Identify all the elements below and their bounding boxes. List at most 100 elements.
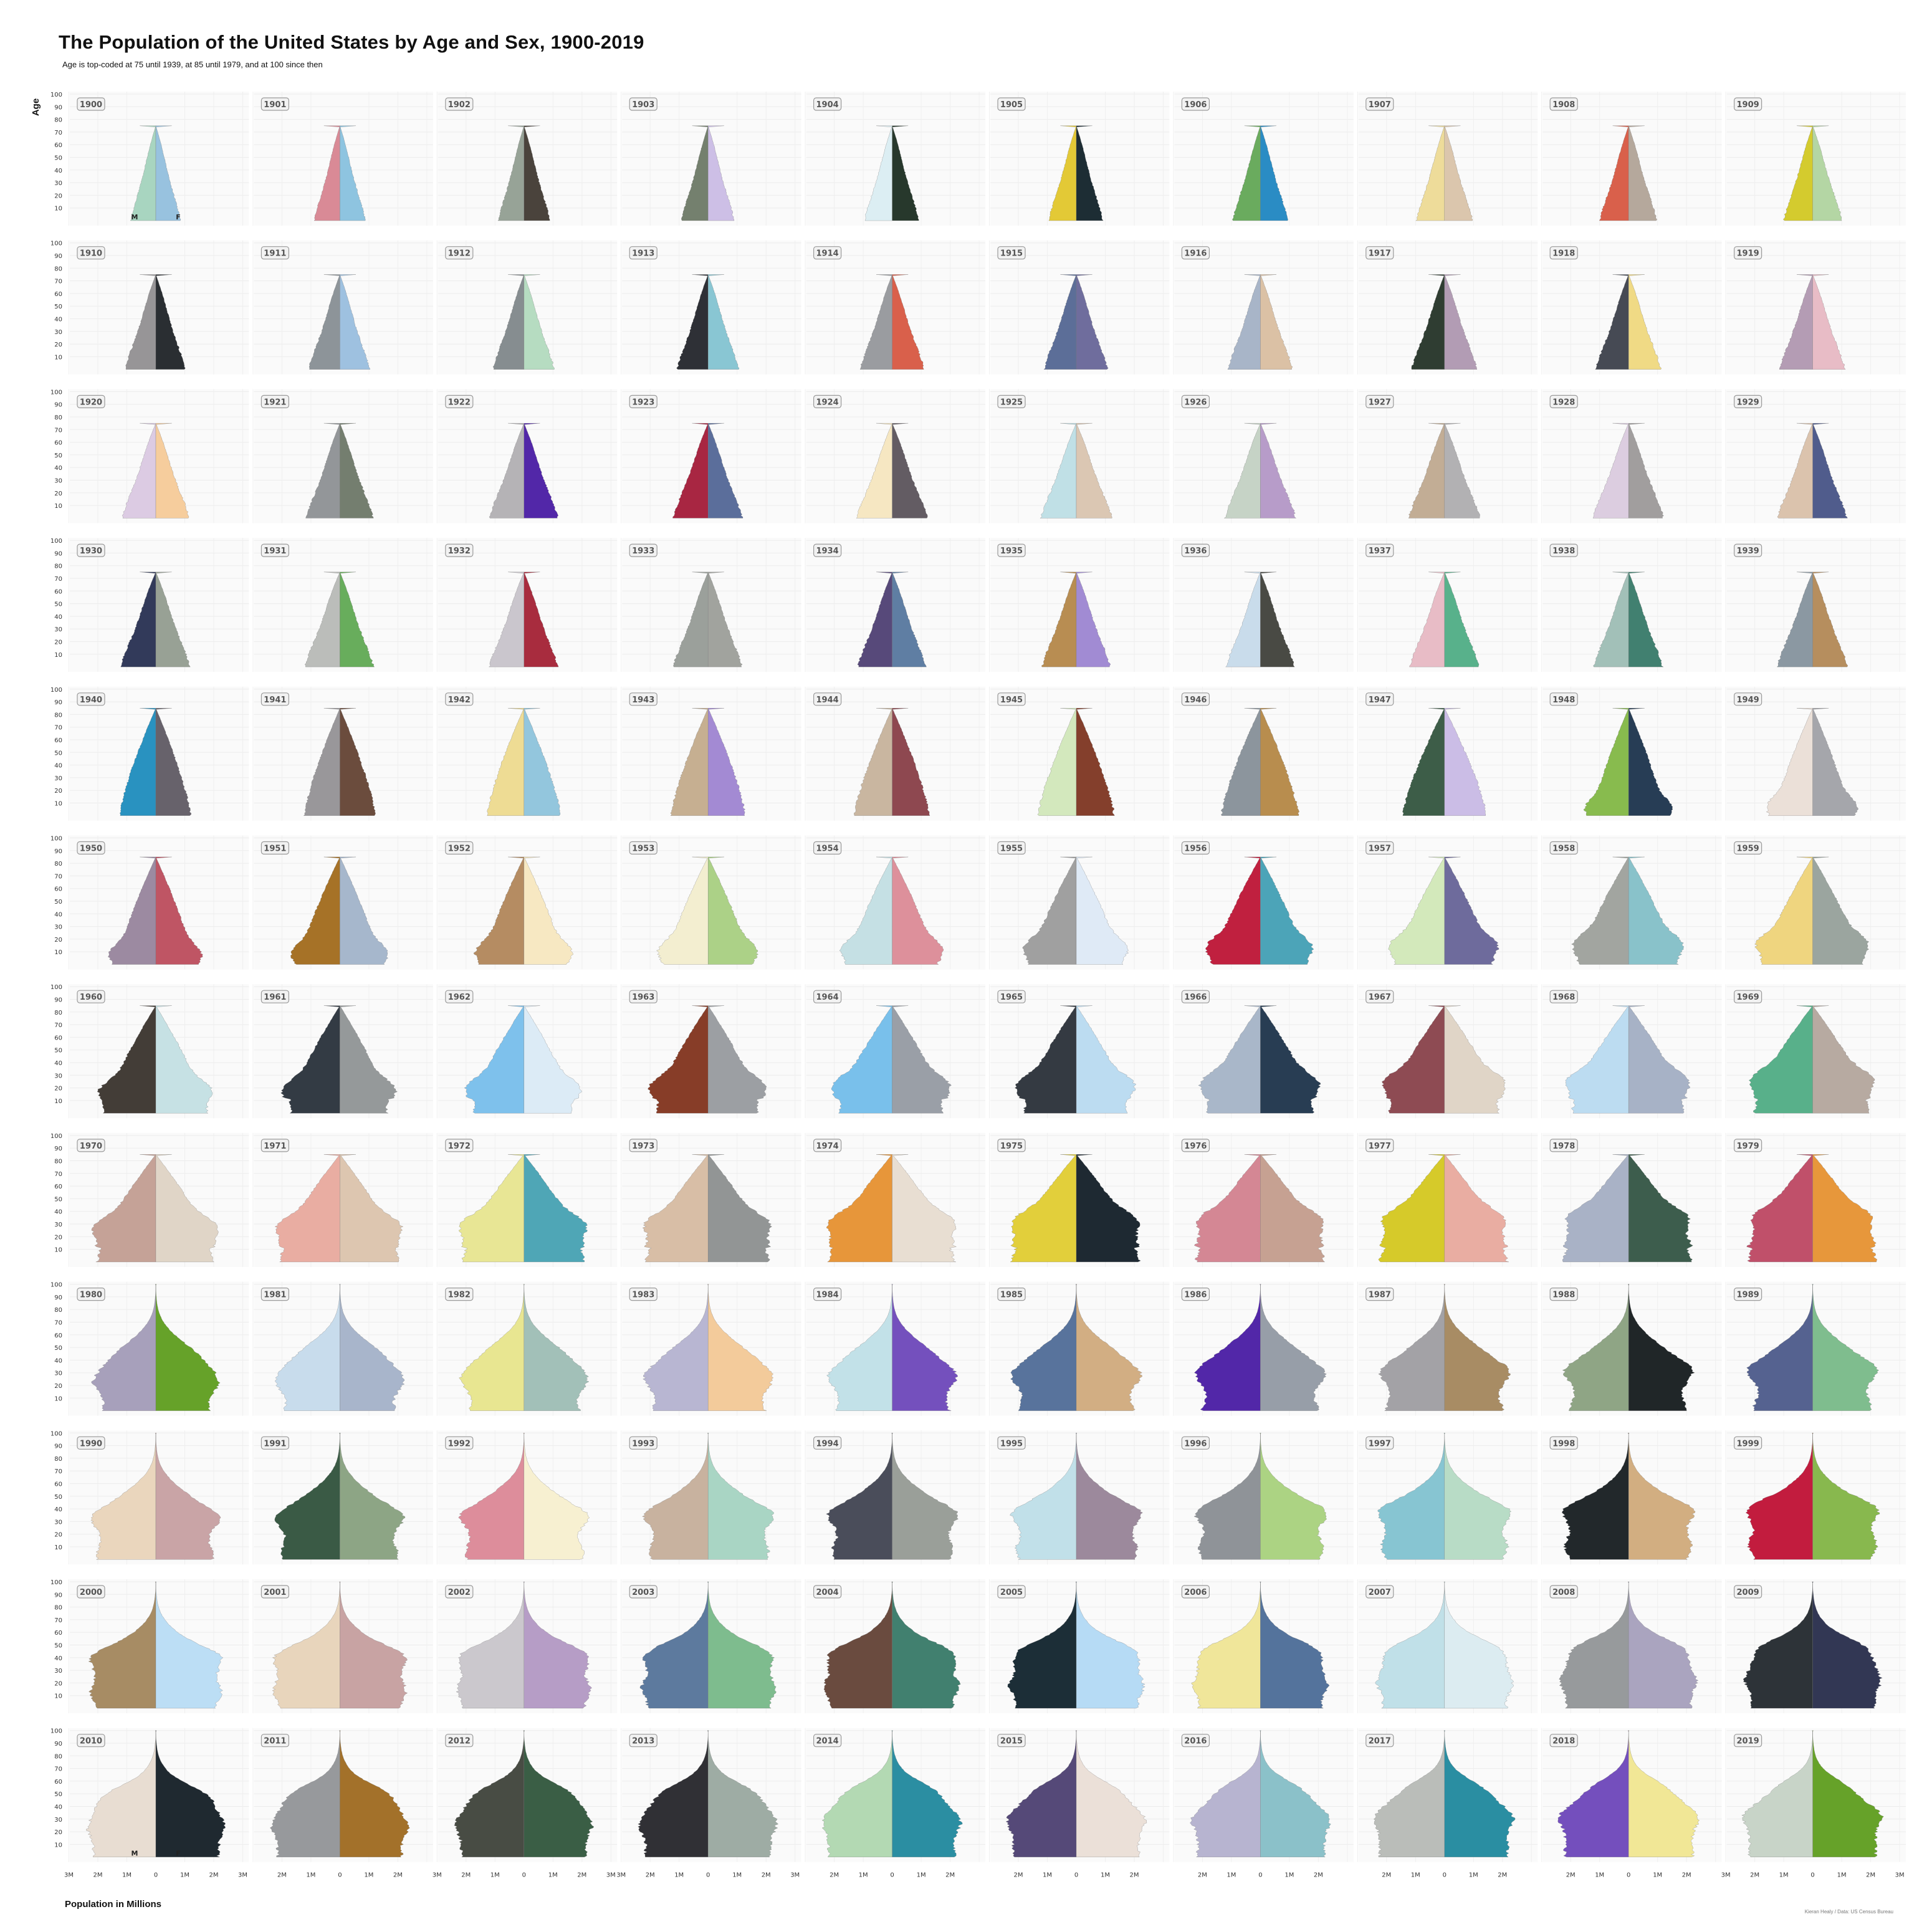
year-label-box xyxy=(1181,1139,1210,1152)
pyramid-female-1923 xyxy=(707,423,744,519)
year-label-box xyxy=(997,1139,1026,1152)
pyramid-female-1915 xyxy=(1076,274,1109,370)
year-label: 1934 xyxy=(816,547,839,556)
pyramid-female-1969 xyxy=(1812,1005,1875,1114)
year-label: 2009 xyxy=(1737,1588,1759,1597)
pyramid-male-1929 xyxy=(1777,423,1813,519)
x-tick-label: 2M xyxy=(1566,1872,1576,1879)
pyramid-male-2011 xyxy=(269,1730,340,1857)
pyramid-female-1994 xyxy=(892,1433,959,1560)
pyramid-female-1943 xyxy=(707,707,746,816)
x-tick-label: 2M xyxy=(209,1872,219,1879)
pyramid-female-1911 xyxy=(340,274,371,370)
x-tick-label: 1M xyxy=(917,1872,926,1879)
x-tick-label: 1M xyxy=(859,1872,868,1879)
year-label: 1983 xyxy=(632,1291,654,1300)
x-tick-label: 0 xyxy=(1258,1872,1262,1879)
pyramid-male-1923 xyxy=(672,423,709,519)
year-label: 1916 xyxy=(1184,249,1207,259)
pyramid-male-1915 xyxy=(1043,274,1077,370)
sex-label-male: M xyxy=(132,1850,138,1858)
y-tick-label: 30 xyxy=(54,1370,62,1377)
pyramid-female-1973 xyxy=(707,1154,772,1263)
pyramid-male-2016 xyxy=(1190,1730,1261,1857)
year-label-box xyxy=(1549,990,1578,1003)
pyramid-female-1952 xyxy=(524,856,574,965)
y-tick-label: 60 xyxy=(54,1035,62,1041)
year-label: 1949 xyxy=(1737,696,1759,705)
year-label-box xyxy=(77,97,105,111)
pyramid-female-1970 xyxy=(155,1154,219,1263)
x-tick-label: 2M xyxy=(277,1872,287,1879)
pyramid-male-1911 xyxy=(308,274,340,370)
y-tick-label: 10 xyxy=(54,354,62,361)
year-label-box xyxy=(1549,1288,1578,1301)
year-label-box xyxy=(261,990,289,1003)
year-label-box xyxy=(813,1585,842,1599)
year-label-box xyxy=(1734,990,1762,1003)
y-tick-label: 90 xyxy=(54,1592,62,1599)
year-label: 2019 xyxy=(1737,1737,1759,1746)
x-tick-label: 1M xyxy=(1284,1872,1294,1879)
year-label: 1973 xyxy=(632,1142,654,1151)
year-label: 1954 xyxy=(816,844,839,854)
year-label-box xyxy=(77,692,105,706)
pyramid-female-1979 xyxy=(1812,1154,1878,1263)
y-tick-label: 50 xyxy=(54,750,62,757)
y-tick-label: 100 xyxy=(50,92,62,98)
x-tick-label: 0 xyxy=(154,1872,158,1879)
pyramid-male-1957 xyxy=(1388,856,1445,965)
y-tick-label: 40 xyxy=(54,1506,62,1513)
x-tick-label: 0 xyxy=(1627,1872,1630,1879)
pyramid-male-1907 xyxy=(1415,125,1445,221)
year-label-box xyxy=(1181,543,1210,557)
pyramid-male-2002 xyxy=(456,1581,525,1709)
year-label-box xyxy=(997,841,1026,855)
x-tick-label: 1M xyxy=(1469,1872,1478,1879)
pyramid-male-1947 xyxy=(1402,707,1445,816)
year-label: 1953 xyxy=(632,844,654,854)
pyramid-male-1958 xyxy=(1571,856,1629,965)
pyramid-female-1912 xyxy=(524,274,555,370)
x-tick-label: 1M xyxy=(1653,1872,1662,1879)
pyramid-female-2004 xyxy=(892,1581,961,1709)
sex-label-male: M xyxy=(132,213,138,221)
year-label: 2006 xyxy=(1184,1588,1207,1597)
pyramid-male-1909 xyxy=(1782,125,1813,221)
x-tick-label: 2M xyxy=(646,1872,655,1879)
year-label-box xyxy=(997,1436,1026,1450)
y-tick-label: 80 xyxy=(54,861,62,868)
pyramid-male-1927 xyxy=(1408,423,1445,519)
y-tick-label: 90 xyxy=(54,1145,62,1152)
year-label-box xyxy=(77,841,105,855)
pyramid-male-1961 xyxy=(280,1005,340,1114)
year-label: 1995 xyxy=(1000,1439,1023,1448)
year-label: 1945 xyxy=(1000,696,1023,705)
pyramid-male-1904 xyxy=(864,125,892,221)
y-tick-label: 70 xyxy=(54,279,62,285)
y-tick-label: 70 xyxy=(54,576,62,583)
y-tick-label: 70 xyxy=(54,130,62,136)
year-label: 1922 xyxy=(448,398,471,407)
pyramid-female-1929 xyxy=(1812,423,1848,519)
pyramid-female-1901 xyxy=(340,125,366,221)
pyramid-male-1900 xyxy=(130,125,156,221)
year-label: 1941 xyxy=(264,696,286,705)
year-label: 2015 xyxy=(1000,1737,1023,1746)
pyramid-male-1979 xyxy=(1746,1154,1813,1263)
year-label-box xyxy=(1365,1288,1394,1301)
x-tick-label: 1M xyxy=(1227,1872,1236,1879)
pyramid-male-1924 xyxy=(856,423,892,519)
pyramid-male-1956 xyxy=(1205,856,1261,965)
year-label: 1985 xyxy=(1000,1291,1023,1300)
pyramid-male-2007 xyxy=(1375,1581,1445,1709)
y-tick-label: 80 xyxy=(54,414,62,421)
pyramid-female-1906 xyxy=(1260,125,1288,221)
year-label-box xyxy=(261,246,289,260)
pyramid-male-1942 xyxy=(487,707,525,816)
y-tick-label: 50 xyxy=(54,1196,62,1203)
pyramid-female-1914 xyxy=(892,274,924,370)
y-tick-label: 50 xyxy=(54,601,62,608)
y-tick-label: 60 xyxy=(54,1184,62,1190)
